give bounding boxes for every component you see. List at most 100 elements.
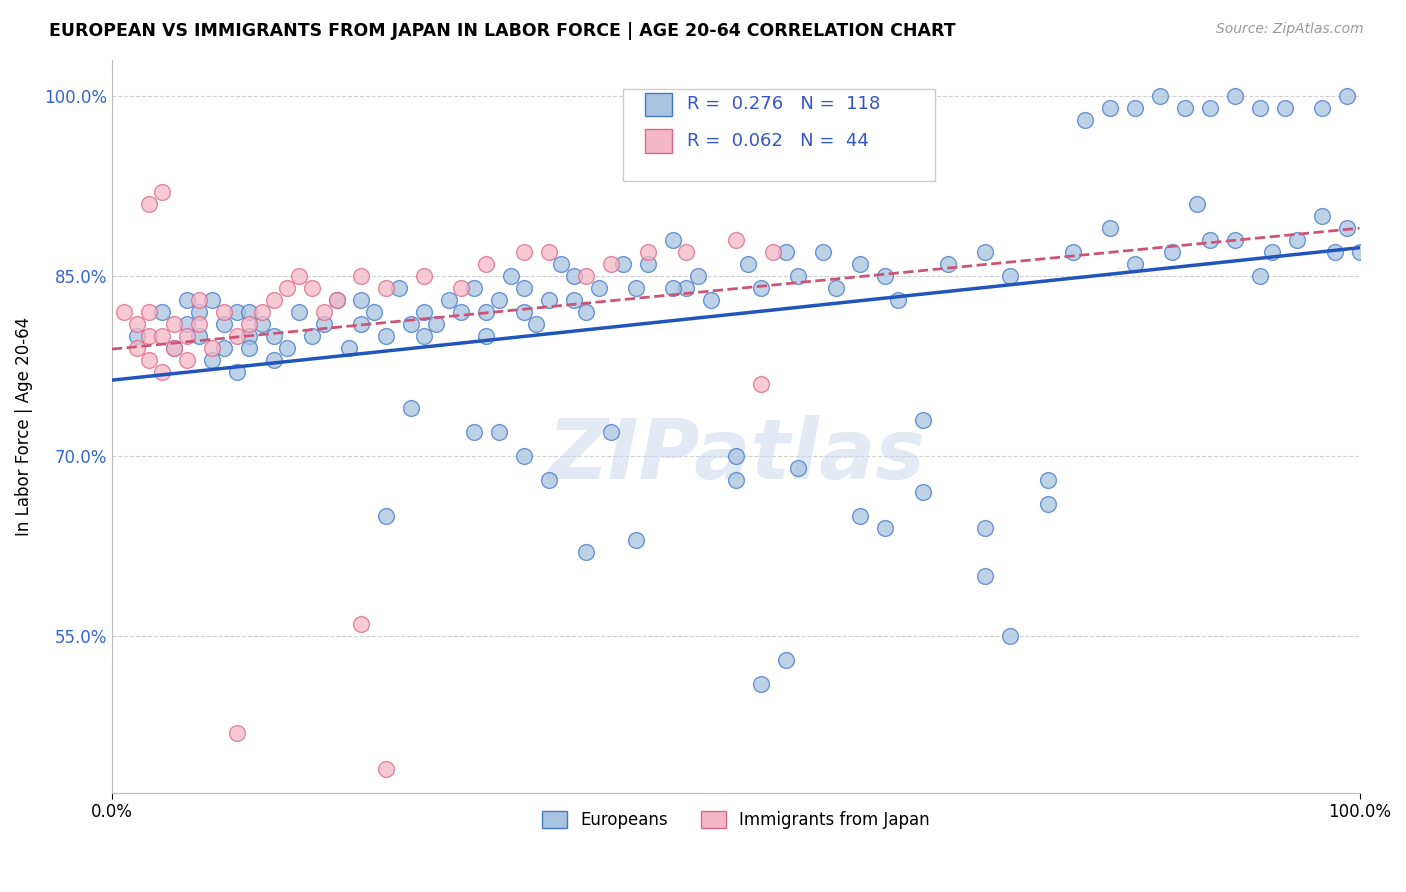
Point (188, 305, 211, 319)
Point (425, 317, 447, 331)
Legend: Europeans, Immigrants from Japan: Europeans, Immigrants from Japan (534, 804, 936, 836)
Point (998, 629, 1021, 643)
Point (675, 244, 697, 259)
Point (412, 305, 434, 319)
Point (550, 257, 572, 271)
Point (212, 341, 235, 355)
Point (150, 365, 173, 379)
Point (412, 329, 434, 343)
Point (875, 521, 897, 535)
Point (1310, 209, 1333, 223)
Point (401, 317, 423, 331)
Point (488, 425, 510, 439)
Point (312, 305, 335, 319)
Point (824, 281, 846, 295)
Point (562, 293, 585, 307)
Point (263, 293, 285, 307)
Point (375, 762, 398, 776)
Point (787, 268, 810, 283)
Point (537, 473, 560, 487)
Point (375, 281, 398, 295)
Point (412, 268, 434, 283)
Point (1149, 88, 1171, 103)
Point (575, 545, 598, 559)
Point (911, 413, 934, 427)
Point (724, 449, 747, 463)
Point (463, 425, 485, 439)
Point (849, 257, 872, 271)
Point (762, 244, 785, 259)
Point (150, 329, 173, 343)
Point (1223, 233, 1246, 247)
Point (150, 185, 173, 199)
Point (437, 293, 460, 307)
Point (662, 233, 685, 247)
Point (1198, 101, 1220, 115)
Point (301, 281, 323, 295)
Point (1336, 220, 1358, 235)
FancyBboxPatch shape (623, 89, 935, 180)
Text: R =  0.062   N =  44: R = 0.062 N = 44 (688, 132, 869, 150)
Point (1310, 101, 1333, 115)
Point (811, 244, 834, 259)
Point (998, 268, 1021, 283)
Point (1198, 233, 1220, 247)
Point (1323, 244, 1346, 259)
Point (749, 677, 772, 691)
Point (537, 293, 560, 307)
Point (201, 341, 224, 355)
Point (375, 509, 398, 524)
Point (363, 305, 385, 319)
Point (624, 281, 647, 295)
Point (1123, 101, 1146, 115)
Point (512, 244, 534, 259)
Point (176, 293, 198, 307)
Point (276, 341, 298, 355)
Point (125, 317, 148, 331)
Point (463, 281, 485, 295)
Point (238, 317, 260, 331)
Point (1074, 112, 1097, 127)
Y-axis label: In Labor Force | Age 20-64: In Labor Force | Age 20-64 (15, 317, 32, 536)
Point (662, 281, 685, 295)
Point (188, 293, 211, 307)
Point (637, 244, 659, 259)
Point (1336, 88, 1358, 103)
Point (150, 305, 173, 319)
Point (974, 521, 997, 535)
Point (537, 244, 560, 259)
Point (775, 653, 797, 667)
Point (575, 268, 598, 283)
Point (600, 257, 623, 271)
Point (350, 293, 373, 307)
Point (501, 268, 523, 283)
Point (325, 293, 347, 307)
Point (250, 305, 273, 319)
Point (225, 365, 247, 379)
Point (138, 196, 160, 211)
Point (600, 425, 623, 439)
Point (612, 257, 634, 271)
Point (849, 509, 872, 524)
Point (350, 268, 373, 283)
Point (1098, 101, 1121, 115)
Point (675, 281, 697, 295)
Point (724, 473, 747, 487)
Point (1174, 101, 1197, 115)
Point (475, 329, 498, 343)
Point (163, 341, 186, 355)
Point (887, 293, 910, 307)
Point (114, 305, 136, 319)
Point (375, 329, 398, 343)
Point (225, 305, 247, 319)
Point (1274, 101, 1296, 115)
Point (974, 569, 997, 583)
Point (288, 268, 311, 283)
Point (1062, 244, 1084, 259)
Point (238, 305, 260, 319)
Point (250, 317, 273, 331)
FancyBboxPatch shape (645, 129, 672, 153)
Point (212, 305, 235, 319)
Point (488, 293, 510, 307)
Point (350, 617, 373, 632)
